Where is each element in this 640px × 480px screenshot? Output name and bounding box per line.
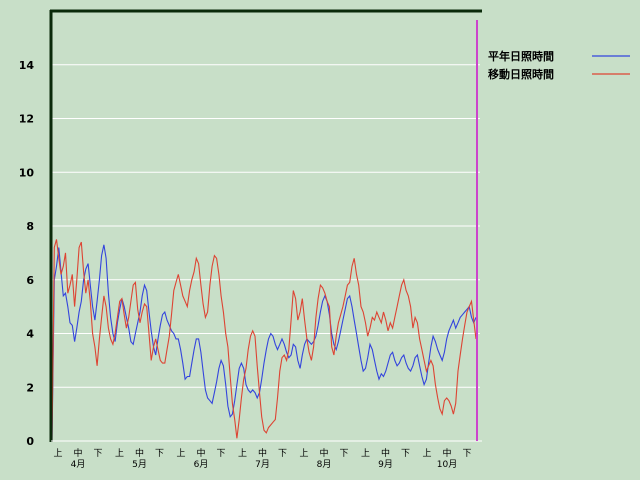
y-tick-label: 0 (26, 435, 34, 448)
y-tick-label: 14 (19, 59, 35, 72)
x-month-label: 8月 (317, 459, 332, 470)
x-month-label: 10月 (437, 459, 457, 470)
gridlines (52, 64, 480, 388)
x-month-label: 6月 (194, 459, 209, 470)
x-tick-label: 上 (238, 448, 247, 459)
x-tick-label: 下 (401, 449, 410, 459)
x-tick-label: 下 (339, 449, 348, 459)
legend-label: 移動日照時間 (488, 67, 554, 81)
x-tick-label: 中 (381, 447, 390, 459)
x-tick-label: 下 (278, 449, 287, 459)
y-tick-label: 10 (19, 166, 35, 179)
y-tick-label: 8 (26, 220, 34, 233)
x-tick-label: 上 (422, 448, 431, 459)
y-tick-label: 2 (26, 381, 34, 394)
x-tick-label: 下 (155, 449, 164, 459)
x-tick-label: 上 (115, 448, 124, 459)
x-tick-label: 下 (93, 449, 102, 459)
y-tick-label: 6 (26, 274, 34, 287)
series-lines (51, 239, 477, 442)
x-tick-label: 上 (53, 448, 62, 459)
y-axis-ticks: 0 2 4 6 8 10 12 14 (19, 59, 35, 448)
x-tick-label: 中 (73, 447, 82, 459)
x-month-label: 4月 (71, 459, 86, 470)
y-tick-label: 12 (19, 113, 34, 126)
x-month-label: 9月 (378, 459, 393, 470)
x-tick-label: 中 (319, 447, 328, 459)
x-tick-label: 下 (462, 449, 471, 459)
x-month-label: 5月 (132, 459, 147, 470)
x-month-label: 7月 (255, 459, 270, 470)
x-axis-ticks: 上中下4月上中下5月上中下6月上中下7月上中下8月上中下9月上中下10月 (53, 447, 471, 470)
series-line-2 (51, 239, 477, 442)
x-tick-label: 中 (135, 447, 144, 459)
legend-label: 平年日照時間 (488, 49, 554, 63)
x-tick-label: 上 (361, 448, 370, 459)
plot-frame (49, 9, 482, 442)
x-tick-label: 中 (196, 447, 205, 459)
x-tick-label: 下 (216, 449, 225, 459)
x-tick-label: 中 (442, 447, 451, 459)
x-tick-label: 上 (299, 448, 308, 459)
x-tick-label: 中 (258, 447, 267, 459)
y-tick-label: 4 (26, 328, 34, 341)
x-tick-label: 上 (176, 448, 185, 459)
